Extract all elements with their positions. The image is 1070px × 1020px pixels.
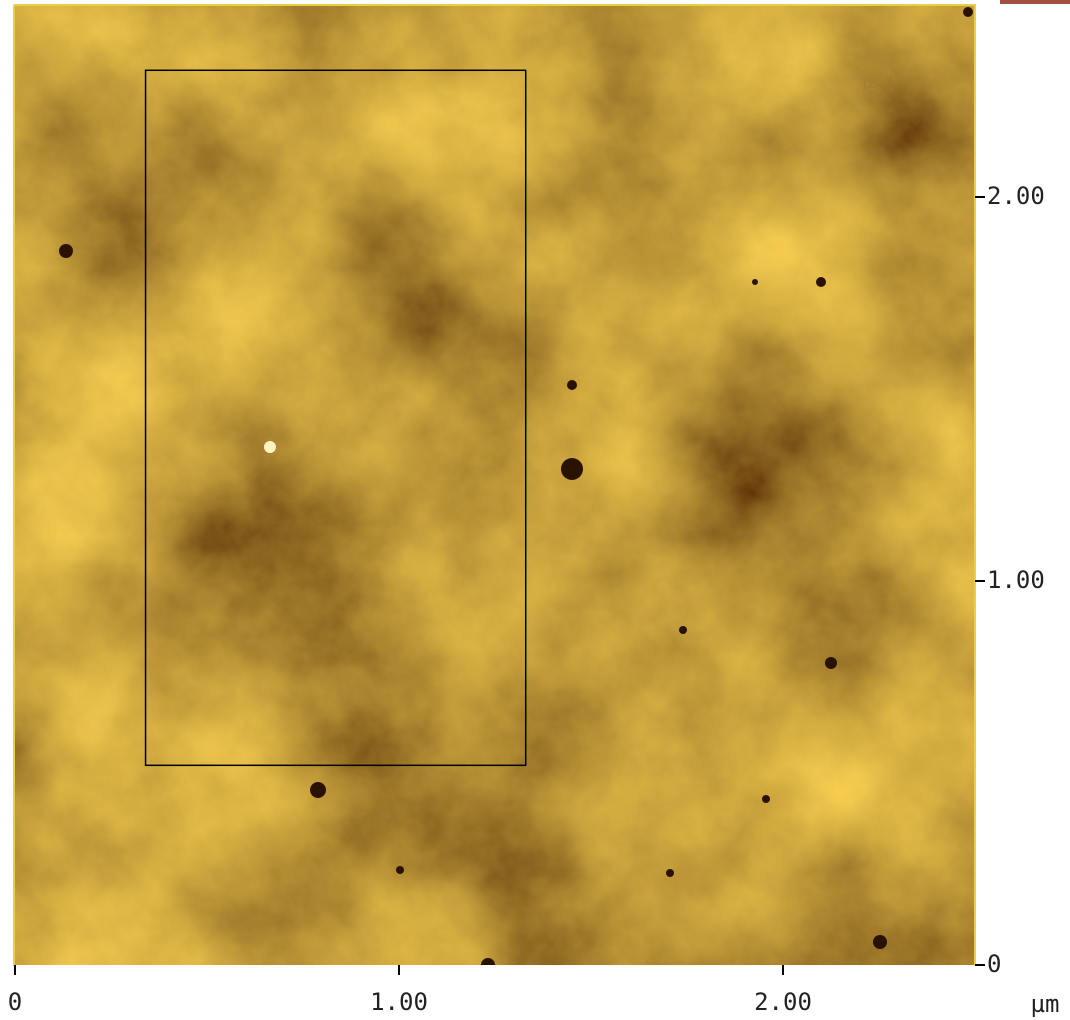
- y-tick-label: 2.00: [987, 182, 1045, 210]
- height-map: [15, 5, 975, 972]
- x-tick-label: 2.00: [754, 988, 812, 1016]
- unit-label: µm: [1031, 990, 1060, 1018]
- window-edge: [1000, 0, 1070, 4]
- y-tick-label: 0: [987, 950, 1001, 978]
- page: µm 01.002.0001.002.00 (() => { const dat…: [0, 0, 1070, 1020]
- x-tick-label: 0: [8, 988, 22, 1016]
- y-tick-label: 1.00: [987, 566, 1045, 594]
- afm-figure: µm 0 1.00 2.00 0 1.00 2.00: [0, 0, 1070, 1020]
- x-tick-label: 1.00: [370, 988, 428, 1016]
